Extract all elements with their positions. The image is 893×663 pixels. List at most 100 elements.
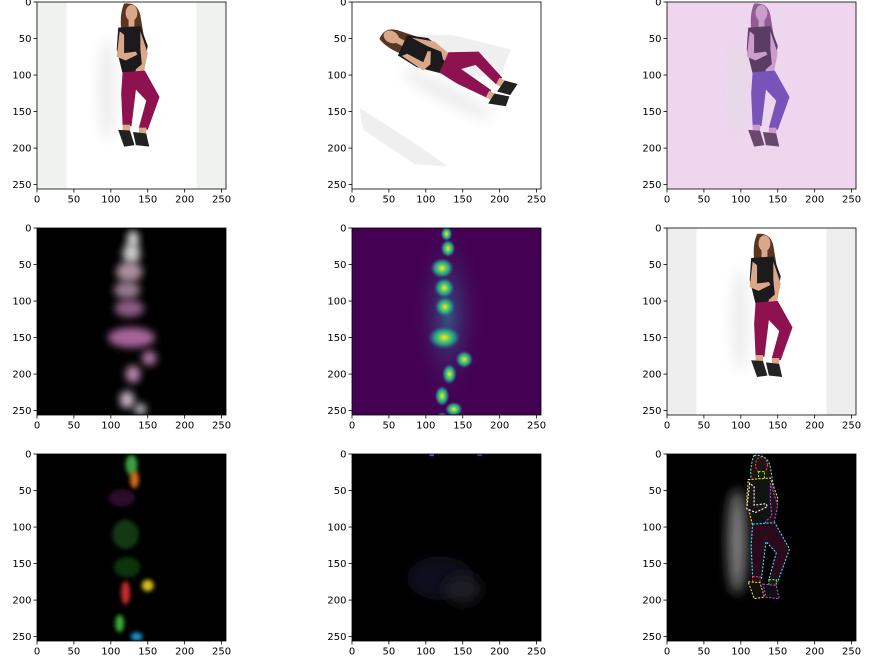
- y-tick-label: 0: [25, 450, 31, 461]
- y-tick-label: 50: [19, 34, 32, 45]
- axes-frame: [351, 453, 542, 642]
- y-tick-label: 0: [25, 0, 31, 9]
- x-tick-label: 150: [768, 421, 787, 432]
- x-tick-label: 50: [68, 647, 81, 658]
- x-tick-label: 50: [383, 195, 396, 206]
- part-blob: [130, 632, 143, 641]
- x-tick-label: 150: [453, 195, 472, 206]
- padding-left: [37, 2, 67, 189]
- y-tick-label: 200: [642, 596, 661, 607]
- x-tick-label: 0: [664, 421, 670, 432]
- axes-frame: [666, 453, 857, 642]
- heat-blob: [134, 403, 147, 415]
- x-tick-label: 0: [349, 647, 355, 658]
- y-tick-label: 50: [334, 486, 347, 497]
- image-content: [667, 2, 856, 189]
- padding-right: [196, 2, 226, 189]
- x-tick-label: 0: [664, 195, 670, 206]
- axes-frame: [351, 1, 542, 190]
- y-tick-label: 50: [19, 486, 32, 497]
- heat-blob: [440, 228, 453, 242]
- y-tick-label: 200: [12, 370, 31, 381]
- x-tick-label: 50: [383, 647, 396, 658]
- x-tick-label: 100: [731, 647, 750, 658]
- part-blob: [121, 581, 131, 605]
- heat-blob: [440, 239, 456, 258]
- y-tick-label: 250: [642, 406, 661, 417]
- y-tick-label: 0: [340, 450, 346, 461]
- y-tick-label: 0: [655, 0, 661, 9]
- heat-blob: [445, 401, 463, 415]
- y-tick-label: 200: [327, 144, 346, 155]
- heat-blob: [434, 296, 456, 318]
- person-figure: [731, 233, 793, 378]
- image-content: [667, 228, 856, 415]
- x-tick-label: 200: [805, 647, 824, 658]
- y-tick-label: 50: [334, 34, 347, 45]
- part-blob: [130, 470, 139, 489]
- x-tick-label: 50: [383, 421, 396, 432]
- x-tick-label: 150: [768, 195, 787, 206]
- x-tick-label: 250: [212, 421, 231, 432]
- part-blob: [112, 519, 139, 549]
- heat-blob: [119, 390, 135, 409]
- axes-frame: [36, 227, 227, 416]
- heat-blob: [430, 257, 454, 279]
- image-content: [667, 454, 856, 641]
- x-tick-label: 250: [527, 647, 546, 658]
- heat-blob: [127, 230, 139, 248]
- y-tick-label: 0: [340, 0, 346, 9]
- y-tick-label: 200: [327, 596, 346, 607]
- y-tick-label: 200: [642, 144, 661, 155]
- y-tick-label: 150: [12, 333, 31, 344]
- x-tick-label: 250: [212, 647, 231, 658]
- person-figure: [728, 3, 790, 147]
- y-tick-label: 100: [642, 297, 661, 308]
- x-tick-label: 50: [68, 421, 81, 432]
- y-tick-label: 250: [12, 632, 31, 643]
- x-tick-label: 0: [349, 421, 355, 432]
- image-content: [37, 2, 226, 189]
- faint-speck: [429, 454, 434, 457]
- x-tick-label: 50: [68, 195, 81, 206]
- y-tick-label: 150: [642, 333, 661, 344]
- y-tick-label: 0: [655, 450, 661, 461]
- y-tick-label: 200: [642, 370, 661, 381]
- x-tick-label: 0: [664, 647, 670, 658]
- x-tick-label: 100: [731, 421, 750, 432]
- image-background: [352, 454, 541, 641]
- y-tick-label: 150: [12, 107, 31, 118]
- y-tick-label: 150: [642, 559, 661, 570]
- x-tick-label: 200: [490, 195, 509, 206]
- part-blob: [108, 489, 136, 507]
- x-tick-label: 150: [138, 647, 157, 658]
- y-tick-label: 150: [12, 559, 31, 570]
- x-tick-label: 200: [490, 421, 509, 432]
- x-tick-label: 50: [698, 195, 711, 206]
- heat-blob: [442, 363, 457, 385]
- x-tick-label: 250: [842, 421, 861, 432]
- x-tick-label: 50: [698, 421, 711, 432]
- x-tick-label: 200: [805, 421, 824, 432]
- x-tick-label: 150: [768, 647, 787, 658]
- image-content: [352, 2, 541, 189]
- y-tick-label: 250: [12, 180, 31, 191]
- x-tick-label: 250: [842, 195, 861, 206]
- y-tick-label: 250: [642, 632, 661, 643]
- x-tick-label: 250: [527, 421, 546, 432]
- x-tick-label: 100: [731, 195, 750, 206]
- heat-blob: [433, 277, 455, 299]
- heat-blob: [141, 350, 157, 366]
- x-tick-label: 100: [416, 647, 435, 658]
- x-tick-label: 150: [453, 421, 472, 432]
- x-tick-label: 200: [175, 195, 194, 206]
- x-tick-label: 100: [101, 195, 120, 206]
- axes-frame: [36, 1, 227, 190]
- part-blob: [125, 454, 138, 476]
- heat-blob: [107, 327, 156, 348]
